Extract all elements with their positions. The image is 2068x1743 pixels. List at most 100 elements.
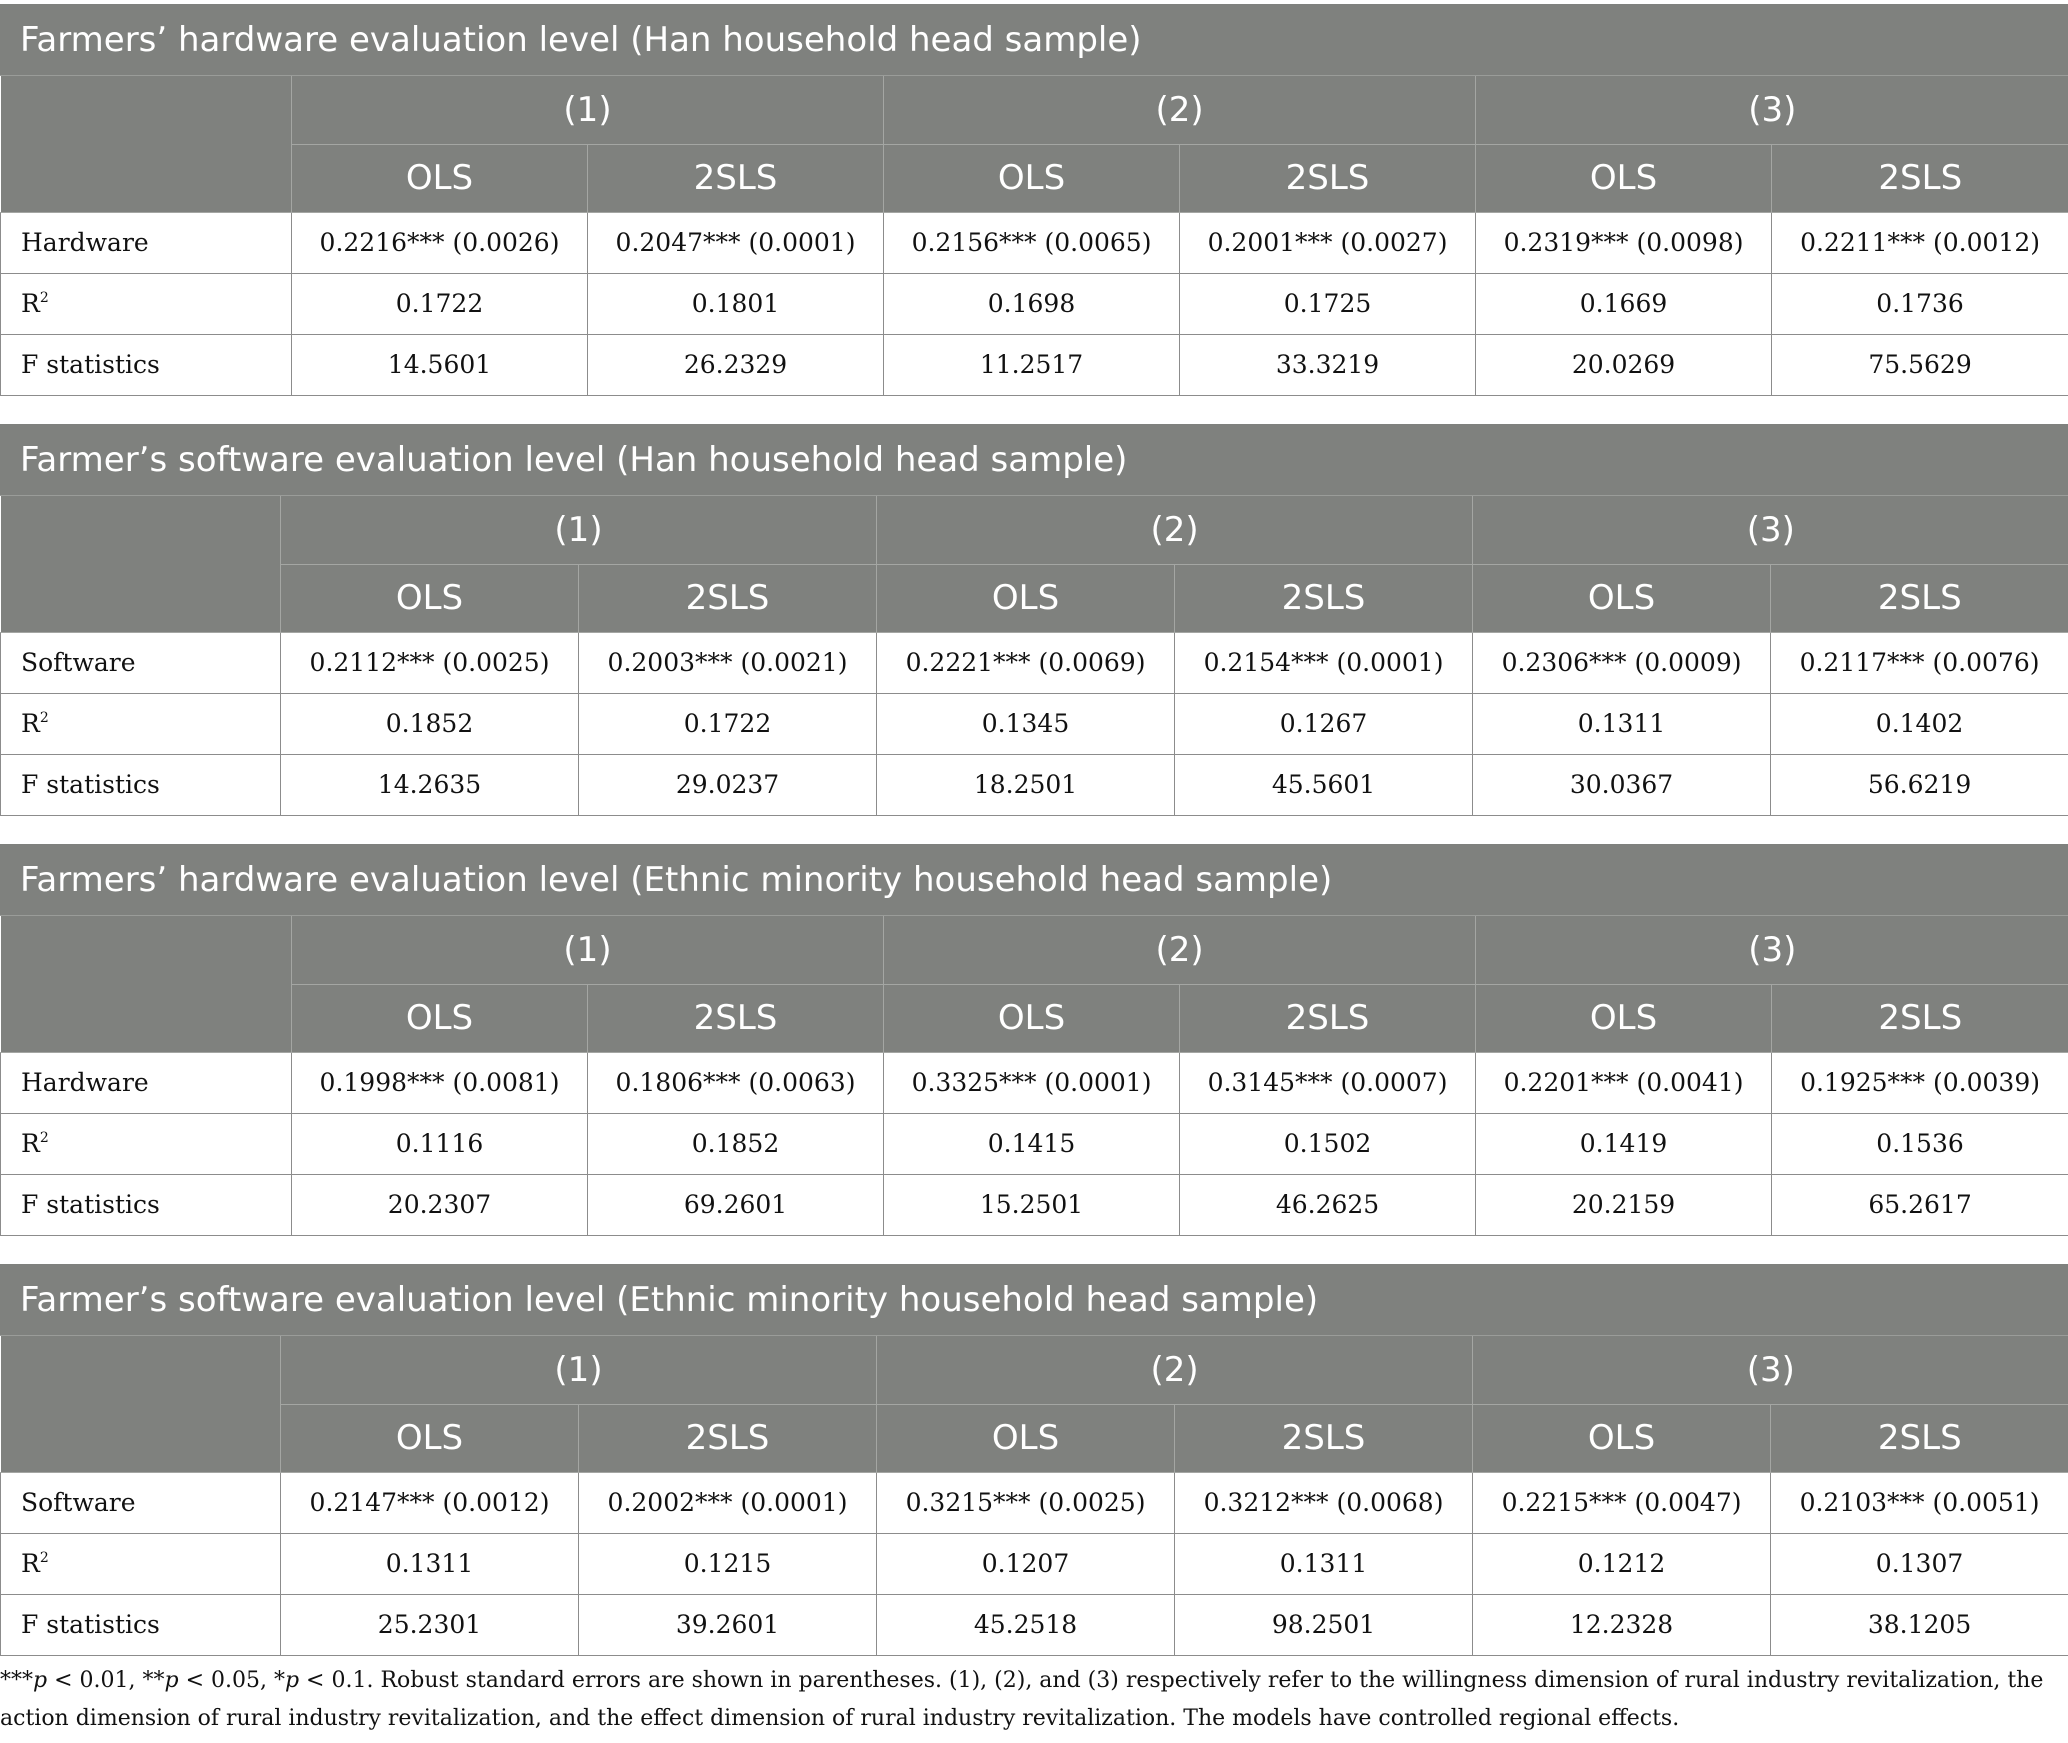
table-cell: 25.2301 xyxy=(280,1593,579,1656)
superscript: 2 xyxy=(39,1550,49,1566)
table-cell: 26.2329 xyxy=(586,333,885,396)
results-table: (1) (2) (3) OLS 2SLS OLS 2SLS OLS 2SLS H… xyxy=(0,916,2068,1236)
table-cell: 0.2154*** (0.0001) xyxy=(1174,631,1474,694)
table-cell: 0.1669 xyxy=(1475,272,1773,335)
table-cell: 0.1502 xyxy=(1179,1112,1477,1175)
table-cell: 0.1267 xyxy=(1174,692,1474,755)
method-header: OLS xyxy=(876,564,1175,633)
table-cell: 29.0237 xyxy=(577,753,878,816)
table-cell: 0.1725 xyxy=(1179,272,1477,335)
panel-hardware-minority: Farmers’ hardware evaluation level (Ethn… xyxy=(0,844,2068,1236)
table-cell: 65.2617 xyxy=(1771,1173,2068,1236)
model-header: (3) xyxy=(1475,76,2068,145)
table-row: R2 0.1311 0.1215 0.1207 0.1311 0.1212 0.… xyxy=(0,1532,2068,1595)
model-header: (3) xyxy=(1472,496,2068,565)
table-cell: 0.2103*** (0.0051) xyxy=(1770,1471,2068,1534)
table-cell: 30.0367 xyxy=(1472,753,1772,816)
table-cell: 33.3219 xyxy=(1179,333,1477,396)
table-row: Hardware 0.1998*** (0.0081) 0.1806*** (0… xyxy=(0,1051,2068,1114)
method-header: 2SLS xyxy=(1174,564,1473,633)
table-footnote: ***p < 0.01, **p < 0.05, *p < 0.1. Robus… xyxy=(0,1662,2048,1738)
table-row: Software 0.2112*** (0.0025) 0.2003*** (0… xyxy=(0,631,2068,694)
row-label-text: R xyxy=(21,289,40,318)
footnote-text: < 0.1. Robust standard errors are shown … xyxy=(0,1668,2044,1731)
model-header: (2) xyxy=(883,76,1476,145)
table-cell: 0.2216*** (0.0026) xyxy=(291,211,588,274)
model-header: (2) xyxy=(883,916,1476,985)
method-header: 2SLS xyxy=(1179,984,1476,1053)
panel-software-han: Farmer’s software evaluation level (Han … xyxy=(0,424,2068,816)
table-cell: 0.1801 xyxy=(586,272,885,335)
table-cell: 0.2047*** (0.0001) xyxy=(586,211,885,274)
row-label: R2 xyxy=(0,272,292,335)
model-header: (2) xyxy=(876,1336,1473,1405)
method-header: 2SLS xyxy=(1771,144,2068,213)
method-header: OLS xyxy=(1475,984,1772,1053)
table-cell: 98.2501 xyxy=(1174,1593,1474,1656)
method-header: 2SLS xyxy=(1179,144,1476,213)
method-header: 2SLS xyxy=(1770,1404,2068,1473)
table-cell: 0.3212*** (0.0068) xyxy=(1174,1471,1474,1534)
table-cell: 0.1536 xyxy=(1771,1112,2068,1175)
table-cell: 0.2003*** (0.0021) xyxy=(577,631,878,694)
table-cell: 14.2635 xyxy=(280,753,579,816)
table-cell: 20.2159 xyxy=(1475,1173,1773,1236)
method-header: OLS xyxy=(883,984,1180,1053)
table-cell: 69.2601 xyxy=(586,1173,885,1236)
table-cell: 45.5601 xyxy=(1174,753,1474,816)
row-label: Hardware xyxy=(0,1051,292,1114)
table-cell: 0.2112*** (0.0025) xyxy=(280,631,579,694)
method-header: OLS xyxy=(291,984,588,1053)
method-header: 2SLS xyxy=(577,564,877,633)
row-label: F statistics xyxy=(0,333,292,396)
table-cell: 0.2001*** (0.0027) xyxy=(1179,211,1477,274)
corner-cell xyxy=(0,1336,281,1473)
table-cell: 0.2147*** (0.0012) xyxy=(280,1471,579,1534)
table-cell: 75.5629 xyxy=(1771,333,2068,396)
table-cell: 12.2328 xyxy=(1472,1593,1772,1656)
row-label: R2 xyxy=(0,1532,281,1595)
method-header: OLS xyxy=(280,564,579,633)
table-cell: 0.1852 xyxy=(280,692,579,755)
table-cell: 0.1215 xyxy=(577,1532,878,1595)
model-header: (1) xyxy=(290,76,884,145)
method-header: 2SLS xyxy=(586,144,884,213)
table-cell: 0.1722 xyxy=(291,272,588,335)
footnote-stars: *** xyxy=(0,1668,33,1693)
results-table: (1) (2) (3) OLS 2SLS OLS 2SLS OLS 2SLS S… xyxy=(0,1336,2068,1656)
table-cell: 0.2306*** (0.0009) xyxy=(1472,631,1772,694)
corner-cell xyxy=(0,496,281,633)
table-cell: 0.1925*** (0.0039) xyxy=(1771,1051,2068,1114)
table-cell: 15.2501 xyxy=(883,1173,1181,1236)
panel-title: Farmer’s software evaluation level (Ethn… xyxy=(0,1264,2068,1336)
model-header: (3) xyxy=(1472,1336,2068,1405)
p-symbol: p xyxy=(164,1668,179,1693)
table-cell: 0.2319*** (0.0098) xyxy=(1475,211,1773,274)
p-symbol: p xyxy=(33,1668,48,1693)
table-cell: 38.1205 xyxy=(1770,1593,2068,1656)
method-header: OLS xyxy=(876,1404,1175,1473)
table-cell: 0.1419 xyxy=(1475,1112,1773,1175)
method-header: 2SLS xyxy=(1174,1404,1473,1473)
superscript: 2 xyxy=(39,710,49,726)
panel-hardware-han: Farmers’ hardware evaluation level (Han … xyxy=(0,4,2068,396)
table-row: R2 0.1852 0.1722 0.1345 0.1267 0.1311 0.… xyxy=(0,692,2068,755)
footnote-text: < 0.05, * xyxy=(178,1668,285,1693)
row-label-text: R xyxy=(21,709,40,738)
table-cell: 0.1311 xyxy=(280,1532,579,1595)
superscript: 2 xyxy=(39,290,49,306)
table-row: F statistics 20.2307 69.2601 15.2501 46.… xyxy=(0,1173,2068,1236)
table-cell: 11.2517 xyxy=(883,333,1181,396)
table-cell: 0.1116 xyxy=(291,1112,588,1175)
row-label: F statistics xyxy=(0,1593,281,1656)
corner-cell xyxy=(0,76,292,213)
table-cell: 0.3325*** (0.0001) xyxy=(883,1051,1181,1114)
row-label: R2 xyxy=(0,692,281,755)
table-cell: 0.1345 xyxy=(876,692,1176,755)
table-cell: 0.1207 xyxy=(876,1532,1176,1595)
table-cell: 0.2211*** (0.0012) xyxy=(1771,211,2068,274)
table-row: F statistics 14.5601 26.2329 11.2517 33.… xyxy=(0,333,2068,396)
table-cell: 18.2501 xyxy=(876,753,1176,816)
superscript: 2 xyxy=(39,1130,49,1146)
method-header: 2SLS xyxy=(1771,984,2068,1053)
